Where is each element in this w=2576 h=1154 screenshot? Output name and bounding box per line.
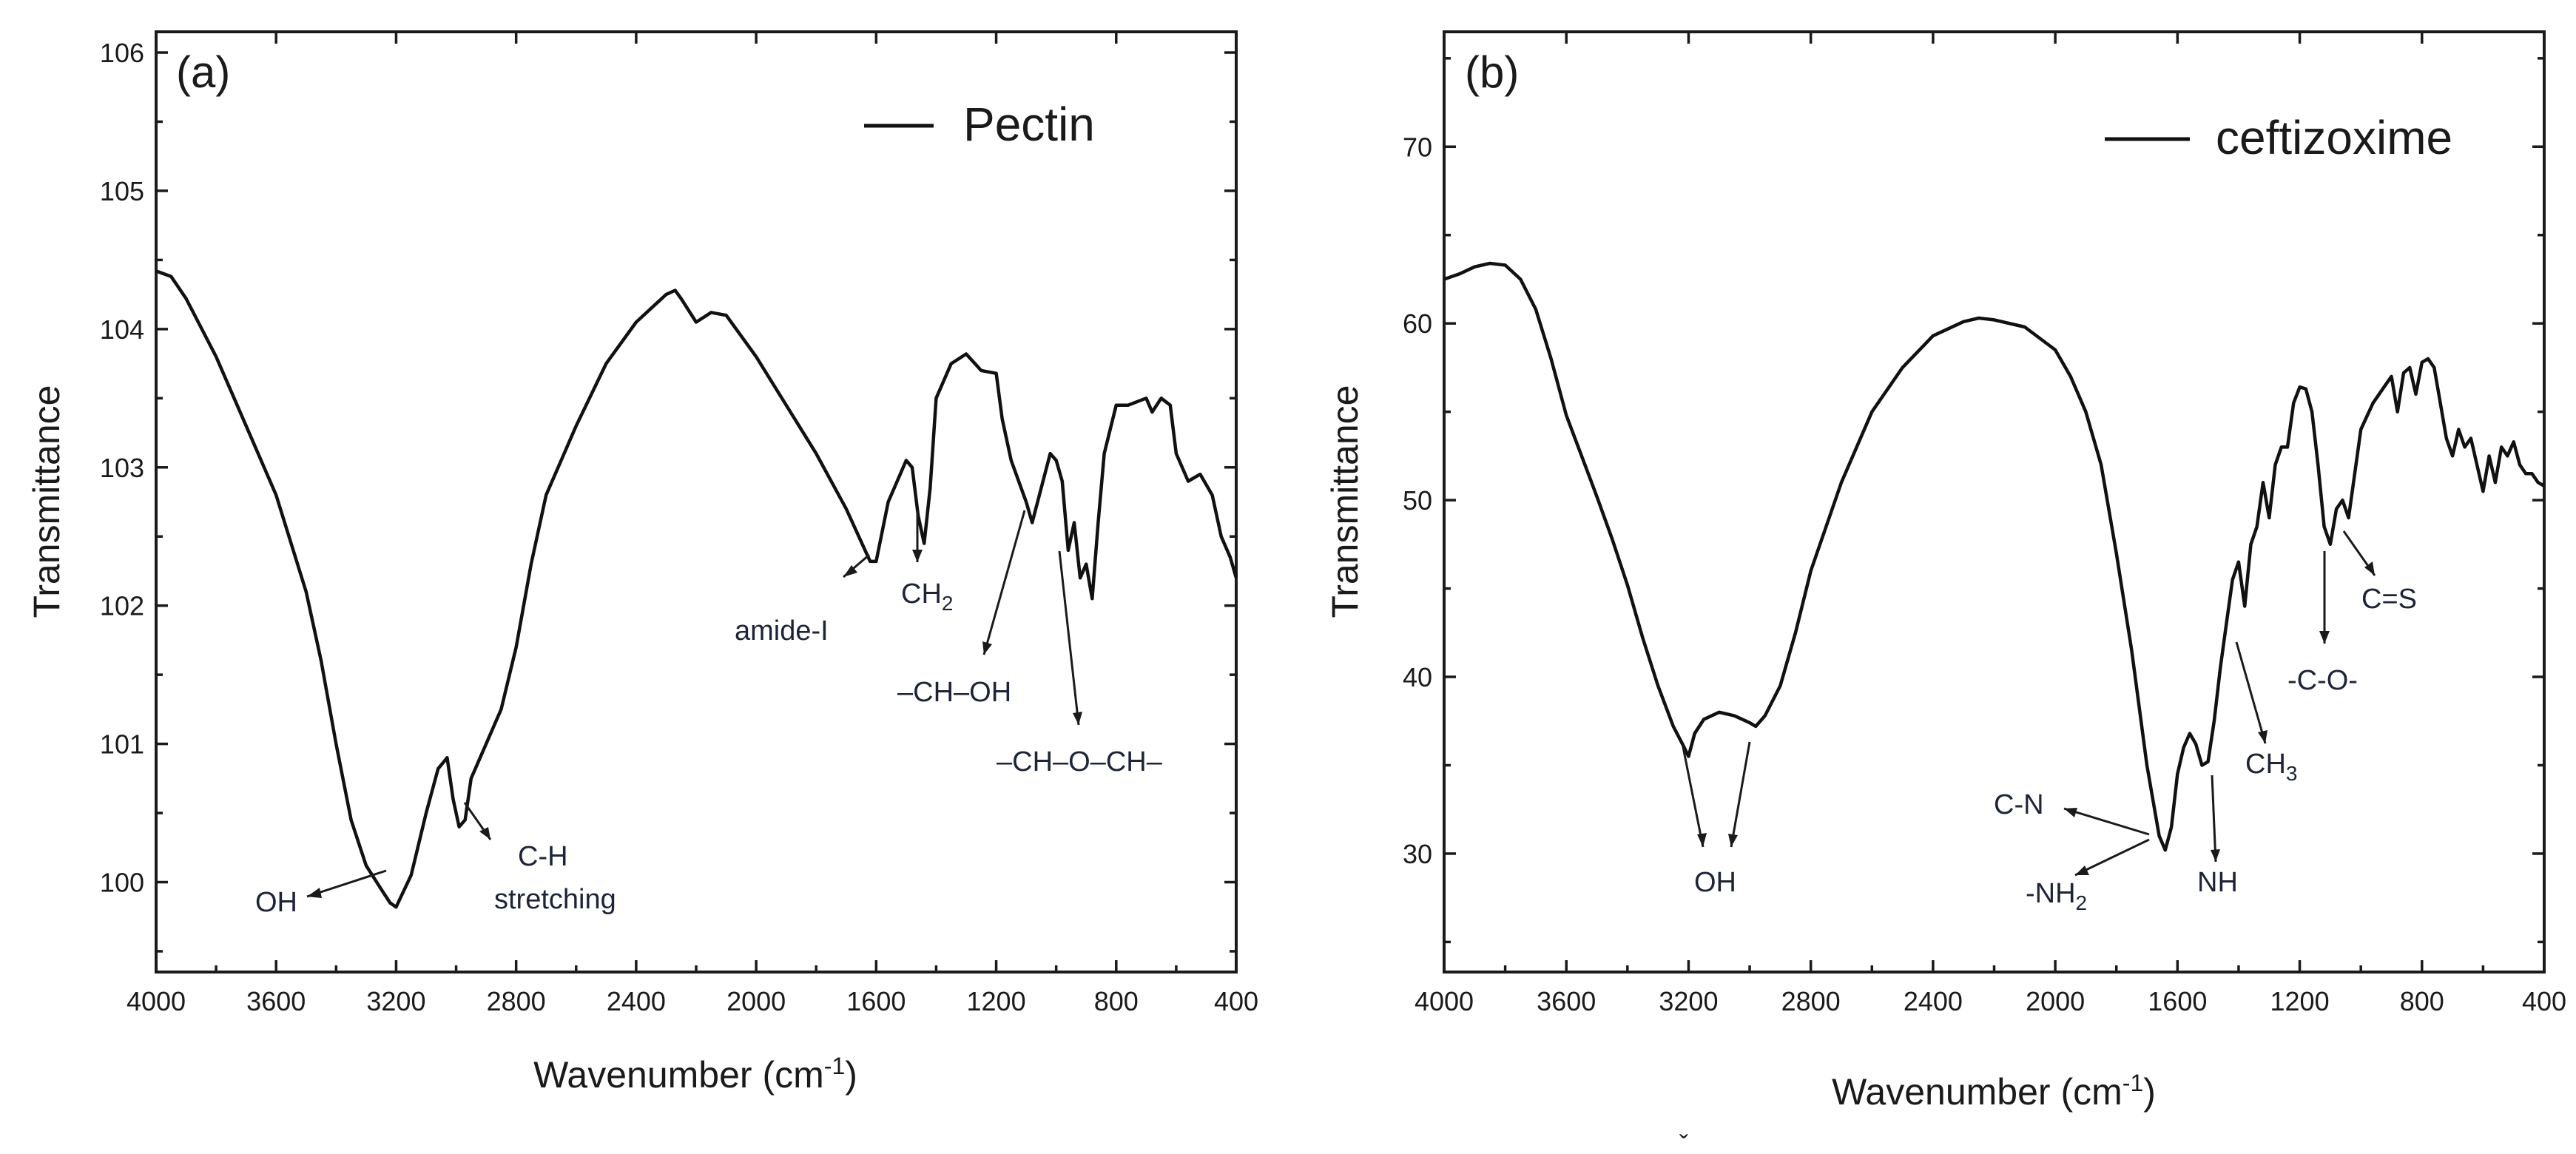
y-axis-title: Transmittance	[26, 385, 67, 618]
panel-label: (b)	[1465, 47, 1519, 97]
x-tick-label: 3200	[366, 986, 425, 1016]
y-tick-label: 106	[100, 38, 144, 68]
x-tick-label: 400	[2522, 986, 2566, 1016]
y-tick-label: 30	[1403, 839, 1432, 869]
x-tick-label: 800	[1094, 986, 1139, 1016]
x-axis-ticks: 4000 3600 3200 2800 2400 2000 1600 1200 800 400	[127, 32, 1258, 1016]
legend-label: ceftizoxime	[2216, 111, 2452, 164]
x-tick-label: 1600	[846, 986, 906, 1016]
annotation-c-n: C-N	[1994, 789, 2150, 836]
x-tick-label: 800	[2400, 986, 2444, 1016]
x-tick-label: 1200	[967, 986, 1026, 1016]
y-axis-ticks: 30 40 50 60 70	[1403, 57, 2544, 944]
annotation-ch-o-ch: –CH–O–CH–	[997, 550, 1163, 777]
annotation-ch2: CH2	[901, 510, 953, 615]
legend-label: Pectin	[963, 98, 1095, 151]
svg-text:CH3: CH3	[2245, 749, 2297, 785]
y-tick-label: 105	[100, 176, 144, 206]
svg-text:–CH–O–CH–: –CH–O–CH–	[997, 746, 1163, 777]
plot-frame	[155, 30, 1238, 974]
y-tick-label: 101	[100, 729, 144, 760]
x-tick-label: 3600	[246, 986, 306, 1016]
data-line-pectin	[155, 269, 1238, 909]
y-tick-label: 70	[1403, 132, 1432, 162]
y-tick-label: 104	[100, 314, 144, 345]
svg-text:stretching: stretching	[494, 884, 616, 915]
x-tick-label: 4000	[127, 986, 186, 1016]
chart-panel-b: 4000 3600 3200 2800 2400 2000 1600 1200 800 400 3…	[1324, 30, 2566, 1113]
annotation-ch3: CH3	[2235, 641, 2297, 785]
panel-label: (a)	[176, 47, 230, 97]
svg-text:C-N: C-N	[1994, 789, 2044, 820]
y-axis-ticks: 100 101 102 103 104 105 106	[100, 38, 1236, 953]
svg-text:C-H: C-H	[518, 841, 568, 872]
annotation-nh2: -NH2	[2026, 838, 2150, 914]
x-tick-label: 4000	[1415, 986, 1474, 1016]
y-axis-title: Transmittance	[1324, 385, 1366, 618]
x-tick-label: 400	[1214, 986, 1258, 1016]
y-tick-label: 102	[100, 591, 144, 621]
svg-text:CH2: CH2	[901, 578, 953, 615]
x-tick-label: 2400	[1904, 986, 1963, 1016]
footer-mark: ˇ	[1679, 1130, 1688, 1154]
x-tick-label: 3200	[1659, 986, 1718, 1016]
svg-text:-NH2: -NH2	[2026, 878, 2087, 914]
annotation-ch-oh: –CH–OH	[897, 510, 1026, 708]
annotation-nh: NH	[2197, 775, 2238, 898]
svg-text:–CH–OH: –CH–OH	[897, 677, 1011, 708]
plot-frame	[1443, 30, 2546, 974]
svg-text:NH: NH	[2197, 867, 2238, 898]
annotation-c-s: C=S	[2342, 530, 2417, 615]
x-tick-label: 1200	[2270, 986, 2330, 1016]
y-tick-label: 50	[1403, 485, 1432, 516]
svg-text:OH: OH	[255, 887, 297, 918]
x-tick-label: 2800	[1781, 986, 1841, 1016]
y-tick-label: 40	[1403, 662, 1432, 692]
x-tick-label: 2000	[2026, 986, 2085, 1016]
annotation-amide-i: amide-I	[735, 553, 870, 647]
annotation-oh: OH	[1682, 741, 1751, 898]
svg-text:amide-I: amide-I	[735, 615, 829, 647]
y-tick-label: 60	[1403, 308, 1432, 339]
x-axis-title: Wavenumber (cm-1)	[1832, 1070, 2156, 1113]
svg-text:-C-O-: -C-O-	[2287, 665, 2358, 696]
x-tick-label: 2000	[726, 986, 786, 1016]
data-line-ceftizoxime	[1443, 261, 2546, 852]
chart-panel-a: 4000 3600 3200 2800 2400 2000 1600 1200 800 400 1…	[26, 30, 1258, 1096]
svg-text:C=S: C=S	[2361, 584, 2417, 615]
x-tick-label: 2400	[607, 986, 666, 1016]
annotation-c-o: -C-O-	[2287, 551, 2358, 696]
x-axis-ticks: 4000 3600 3200 2800 2400 2000 1600 1200 800 400	[1415, 32, 2566, 1016]
x-tick-label: 3600	[1537, 986, 1596, 1016]
x-axis-title: Wavenumber (cm-1)	[533, 1053, 857, 1096]
x-tick-label: 2800	[487, 986, 546, 1016]
x-tick-label: 1600	[2148, 986, 2207, 1016]
svg-text:OH: OH	[1694, 867, 1736, 898]
y-tick-label: 100	[100, 868, 144, 898]
y-tick-label: 103	[100, 453, 144, 483]
annotation-ch-stretching: C-H stretching	[463, 802, 616, 915]
annotation-oh: OH	[255, 869, 387, 918]
